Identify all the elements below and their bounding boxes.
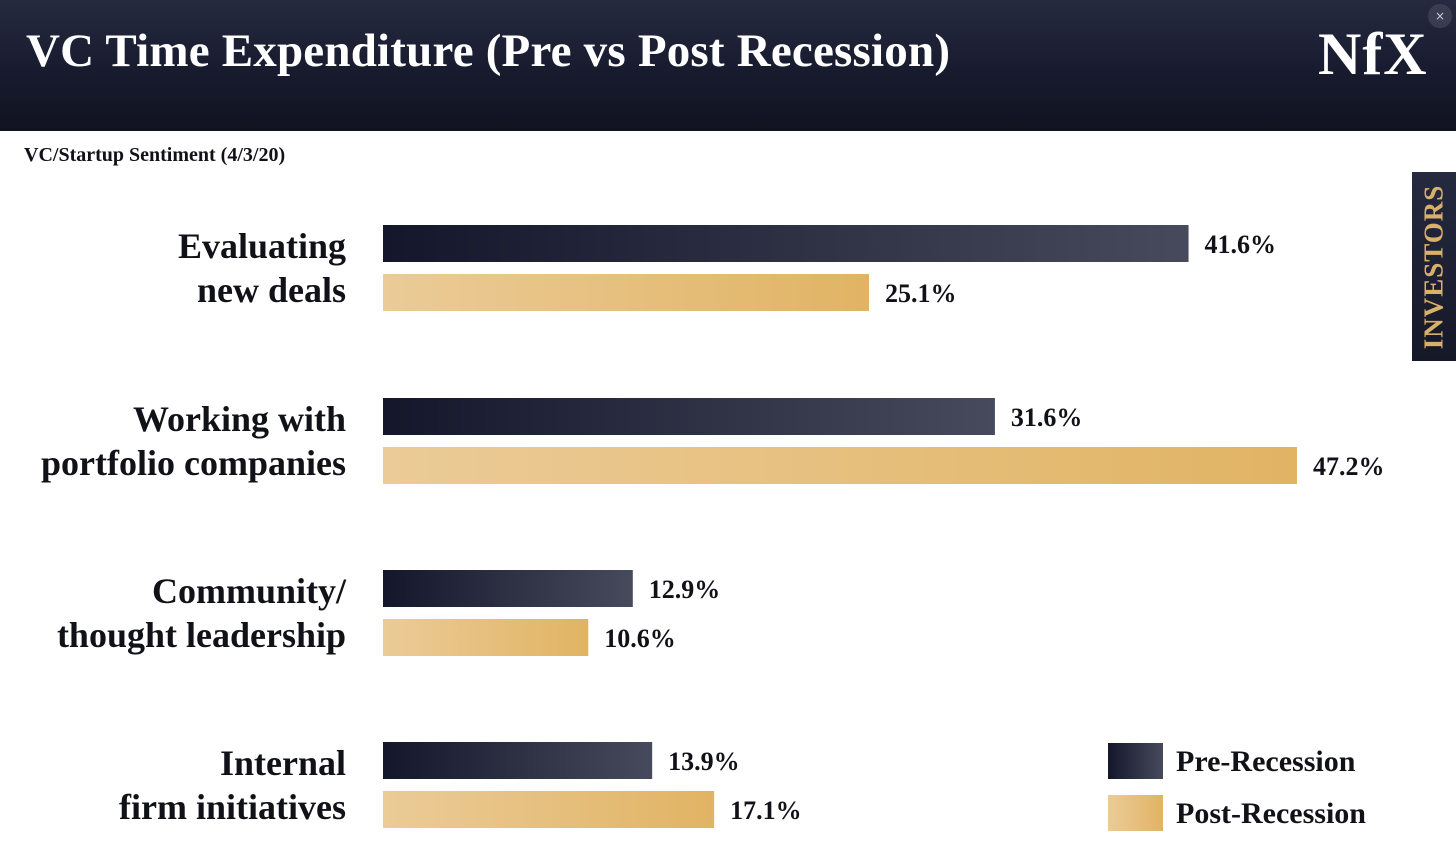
legend-label: Pre-Recession bbox=[1176, 745, 1356, 778]
category-label-line: firm initiatives bbox=[119, 787, 346, 827]
category-label-line: Internal bbox=[220, 743, 346, 783]
data-label: 31.6% bbox=[1011, 403, 1083, 432]
category-label: Internal firm initiatives bbox=[119, 743, 346, 827]
category-label-line: Evaluating bbox=[178, 226, 346, 266]
category-label-line: Working with bbox=[133, 399, 346, 439]
data-label: 25.1% bbox=[885, 279, 957, 308]
category-label-line: portfolio companies bbox=[41, 443, 346, 483]
legend-swatch bbox=[1108, 795, 1163, 831]
category-label: Working with portfolio companies bbox=[41, 399, 346, 483]
data-label: 10.6% bbox=[604, 624, 676, 653]
bar-pre bbox=[383, 742, 653, 779]
bar-pre bbox=[383, 570, 633, 607]
bar-post bbox=[383, 619, 589, 656]
legend-swatch bbox=[1108, 743, 1163, 779]
bars-group: Evaluating new deals 41.6% 25.1% Working wit… bbox=[41, 225, 1385, 828]
bar-pre bbox=[383, 225, 1189, 262]
legend-label: Post-Recession bbox=[1176, 797, 1366, 830]
category-label: Evaluating new deals bbox=[178, 226, 346, 310]
investors-side-tab[interactable]: INVESTORS bbox=[1412, 172, 1456, 361]
legend: Pre-Recession Post-Recession bbox=[1108, 743, 1366, 831]
chart-subtitle: VC/Startup Sentiment (4/3/20) bbox=[24, 144, 286, 166]
category-label-line: Community/ bbox=[152, 571, 347, 611]
data-label: 13.9% bbox=[668, 747, 740, 776]
nfx-logo: NfX bbox=[1318, 21, 1428, 87]
close-button[interactable]: × bbox=[1428, 4, 1452, 28]
data-label: 47.2% bbox=[1313, 452, 1385, 481]
bar-post bbox=[383, 274, 870, 311]
bar-post bbox=[383, 447, 1297, 484]
data-label: 17.1% bbox=[730, 796, 802, 825]
category-label-line: thought leadership bbox=[57, 615, 346, 655]
category-label: Community/thought leadership bbox=[57, 571, 347, 655]
data-label: 41.6% bbox=[1205, 230, 1277, 259]
bar-pre bbox=[383, 398, 995, 435]
page-title: VC Time Expenditure (Pre vs Post Recessi… bbox=[26, 25, 951, 77]
header-bar: VC Time Expenditure (Pre vs Post Recessi… bbox=[0, 0, 1456, 131]
bar-post bbox=[383, 791, 715, 828]
data-label: 12.9% bbox=[649, 575, 721, 604]
category-label-line: new deals bbox=[197, 270, 346, 310]
